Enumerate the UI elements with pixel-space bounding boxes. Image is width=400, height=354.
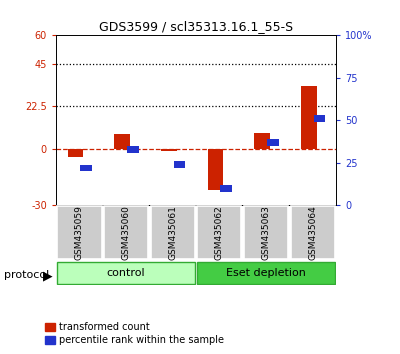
Bar: [254, 133, 270, 149]
FancyBboxPatch shape: [150, 206, 195, 259]
Text: Eset depletion: Eset depletion: [226, 268, 306, 278]
Bar: [208, 149, 223, 190]
Text: GSM435060: GSM435060: [122, 205, 130, 260]
Bar: [114, 133, 130, 149]
Text: protocol: protocol: [4, 270, 49, 280]
FancyBboxPatch shape: [104, 206, 148, 259]
Text: GSM435064: GSM435064: [308, 205, 317, 260]
Text: GSM435063: GSM435063: [262, 205, 270, 260]
Text: control: control: [107, 268, 145, 278]
Text: GSM435061: GSM435061: [168, 205, 177, 260]
Text: GSM435062: GSM435062: [215, 205, 224, 260]
Text: GSM435059: GSM435059: [75, 205, 84, 260]
FancyBboxPatch shape: [244, 206, 288, 259]
Bar: [80, 165, 92, 171]
FancyBboxPatch shape: [57, 206, 102, 259]
Bar: [301, 86, 316, 149]
FancyBboxPatch shape: [290, 206, 335, 259]
Text: ▶: ▶: [43, 269, 53, 282]
FancyBboxPatch shape: [57, 262, 195, 284]
FancyBboxPatch shape: [197, 206, 242, 259]
Bar: [314, 115, 325, 122]
Bar: [161, 149, 176, 150]
Legend: transformed count, percentile rank within the sample: transformed count, percentile rank withi…: [45, 322, 224, 345]
Bar: [174, 161, 185, 168]
Title: GDS3599 / scl35313.16.1_55-S: GDS3599 / scl35313.16.1_55-S: [99, 20, 293, 33]
Bar: [220, 185, 232, 192]
Bar: [68, 149, 83, 157]
Bar: [127, 146, 139, 153]
FancyBboxPatch shape: [197, 262, 335, 284]
Bar: [267, 139, 279, 146]
